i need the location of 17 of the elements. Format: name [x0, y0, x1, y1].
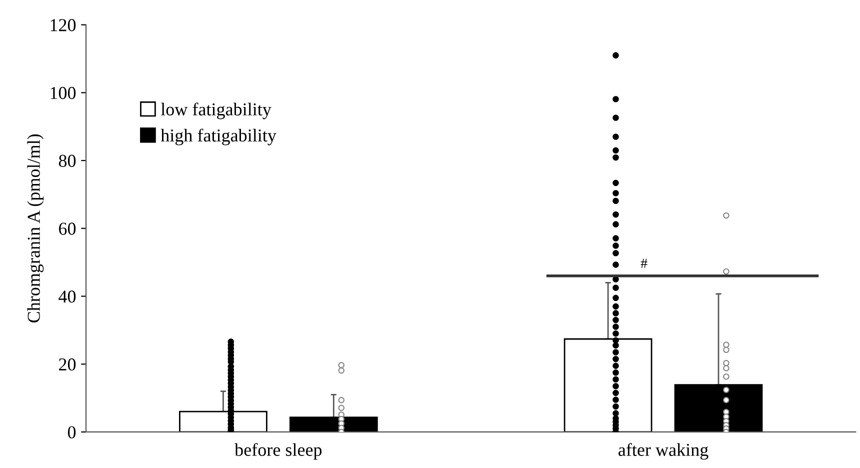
legend-label: high fatigability [160, 128, 276, 146]
y-tick-label: 80 [58, 154, 76, 167]
y-tick-label: 120 [50, 19, 76, 32]
bar [289, 416, 378, 432]
y-tick-label: 20 [59, 358, 76, 371]
bar [564, 338, 652, 432]
annotation: # [640, 258, 648, 268]
bar [179, 410, 268, 432]
legend-label: low fatigability [160, 102, 272, 120]
x-tick-label: before sleep [234, 443, 322, 460]
y-axis-title: Chromgranin A (pmol/ml) [27, 134, 44, 322]
x-tick-label: after waking [618, 443, 708, 460]
y-tick-label: 60 [59, 222, 76, 235]
bar [674, 384, 763, 432]
y-tick-label: 40 [58, 290, 76, 303]
y-tick-label: 0 [68, 426, 76, 438]
y-tick-label: 100 [50, 86, 76, 100]
